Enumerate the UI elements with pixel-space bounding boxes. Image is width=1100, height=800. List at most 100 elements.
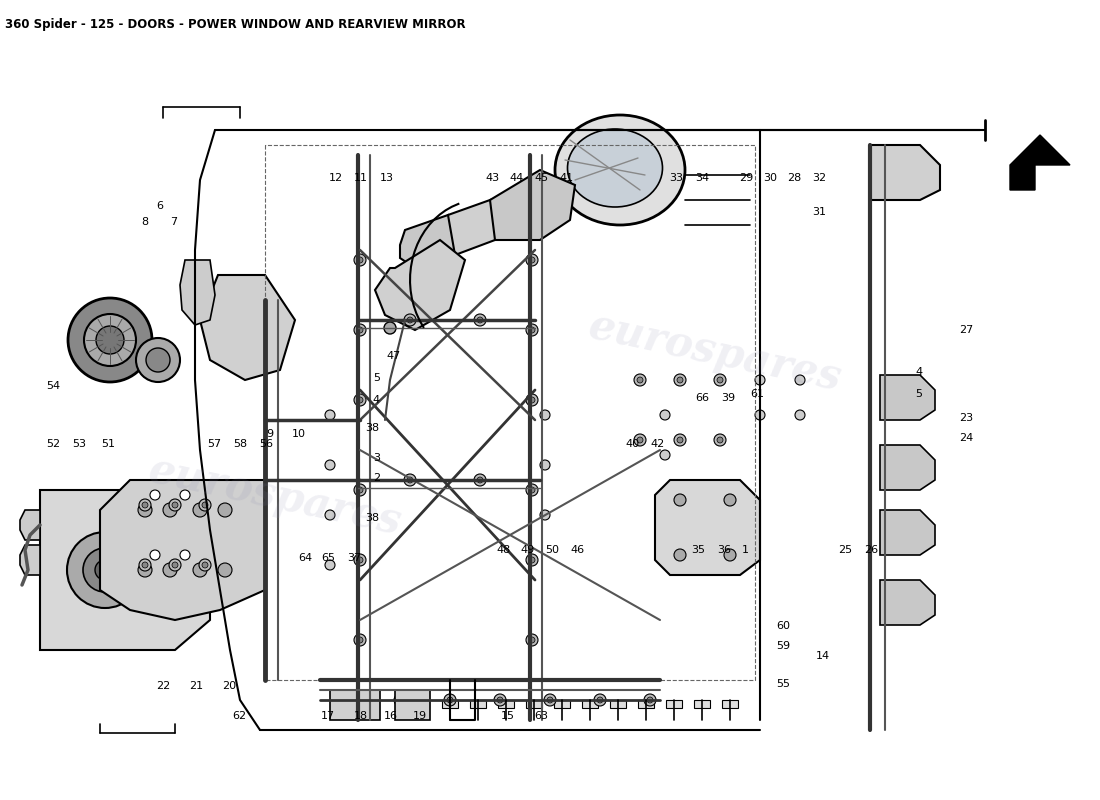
- Text: 36: 36: [717, 546, 730, 555]
- Polygon shape: [40, 490, 210, 650]
- Text: 360 Spider - 125 - DOORS - POWER WINDOW AND REARVIEW MIRROR: 360 Spider - 125 - DOORS - POWER WINDOW …: [6, 18, 465, 31]
- Circle shape: [660, 495, 670, 505]
- Polygon shape: [880, 445, 935, 490]
- Circle shape: [407, 317, 412, 323]
- Text: 17: 17: [321, 711, 334, 721]
- Circle shape: [324, 510, 336, 520]
- Text: 45: 45: [535, 173, 548, 182]
- Circle shape: [674, 374, 686, 386]
- Polygon shape: [880, 375, 935, 420]
- Circle shape: [169, 559, 182, 571]
- Text: 32: 32: [813, 173, 826, 182]
- Text: 8: 8: [142, 218, 148, 227]
- Text: eurospares: eurospares: [144, 449, 406, 543]
- Circle shape: [544, 694, 556, 706]
- Circle shape: [180, 490, 190, 500]
- Bar: [470, 700, 486, 708]
- Circle shape: [172, 562, 178, 568]
- Text: eurospares: eurospares: [584, 305, 846, 399]
- Text: 58: 58: [233, 439, 246, 449]
- Bar: [442, 700, 458, 708]
- Text: 64: 64: [299, 554, 312, 563]
- Text: 33: 33: [670, 173, 683, 182]
- Circle shape: [142, 502, 148, 508]
- Circle shape: [660, 410, 670, 420]
- Polygon shape: [880, 580, 935, 625]
- Text: 28: 28: [788, 173, 801, 182]
- Circle shape: [647, 697, 653, 703]
- Text: 2: 2: [373, 474, 380, 483]
- Text: 1: 1: [742, 546, 749, 555]
- Circle shape: [529, 487, 535, 493]
- Circle shape: [84, 314, 136, 366]
- Text: 54: 54: [46, 381, 59, 390]
- Text: 22: 22: [156, 682, 169, 691]
- Circle shape: [526, 634, 538, 646]
- Text: 52: 52: [46, 439, 59, 449]
- Circle shape: [526, 254, 538, 266]
- Text: 9: 9: [266, 429, 273, 438]
- Circle shape: [540, 410, 550, 420]
- Circle shape: [172, 502, 178, 508]
- Bar: [554, 700, 570, 708]
- Text: 42: 42: [651, 439, 664, 449]
- Circle shape: [218, 503, 232, 517]
- Text: 7: 7: [170, 218, 177, 227]
- Ellipse shape: [556, 115, 685, 225]
- Circle shape: [644, 694, 656, 706]
- Circle shape: [795, 410, 805, 420]
- Polygon shape: [375, 240, 465, 330]
- Circle shape: [497, 697, 503, 703]
- Circle shape: [529, 257, 535, 263]
- Circle shape: [324, 410, 336, 420]
- Circle shape: [358, 397, 363, 403]
- Text: 12: 12: [329, 173, 342, 182]
- Circle shape: [354, 554, 366, 566]
- Text: 41: 41: [560, 173, 573, 182]
- Ellipse shape: [568, 129, 662, 207]
- Text: 15: 15: [502, 711, 515, 721]
- Circle shape: [150, 550, 160, 560]
- Circle shape: [202, 502, 208, 508]
- Text: 55: 55: [777, 679, 790, 689]
- Text: 10: 10: [293, 429, 306, 438]
- Bar: [610, 700, 626, 708]
- Circle shape: [358, 327, 363, 333]
- Text: 16: 16: [384, 711, 397, 721]
- Circle shape: [192, 503, 207, 517]
- Bar: [666, 700, 682, 708]
- Text: 34: 34: [695, 173, 708, 182]
- Circle shape: [163, 563, 177, 577]
- Circle shape: [354, 634, 366, 646]
- Circle shape: [138, 503, 152, 517]
- Polygon shape: [438, 200, 495, 255]
- Text: 65: 65: [321, 554, 334, 563]
- Circle shape: [146, 348, 170, 372]
- Bar: [722, 700, 738, 708]
- Text: 4: 4: [915, 367, 922, 377]
- Circle shape: [594, 694, 606, 706]
- Polygon shape: [870, 145, 940, 200]
- Circle shape: [529, 557, 535, 563]
- Circle shape: [477, 477, 483, 483]
- Circle shape: [142, 562, 148, 568]
- Text: 4: 4: [373, 395, 380, 405]
- Text: 24: 24: [959, 434, 972, 443]
- Circle shape: [755, 410, 764, 420]
- Circle shape: [714, 374, 726, 386]
- Circle shape: [150, 490, 160, 500]
- Text: 39: 39: [722, 394, 735, 403]
- Text: 50: 50: [546, 546, 559, 555]
- Circle shape: [199, 499, 211, 511]
- Polygon shape: [880, 510, 935, 555]
- Circle shape: [404, 314, 416, 326]
- Text: 53: 53: [73, 439, 86, 449]
- Text: 35: 35: [692, 546, 705, 555]
- Circle shape: [795, 375, 805, 385]
- Text: 51: 51: [101, 439, 114, 449]
- Circle shape: [324, 460, 336, 470]
- Polygon shape: [654, 480, 760, 575]
- Circle shape: [444, 694, 456, 706]
- Circle shape: [192, 563, 207, 577]
- Circle shape: [717, 437, 723, 443]
